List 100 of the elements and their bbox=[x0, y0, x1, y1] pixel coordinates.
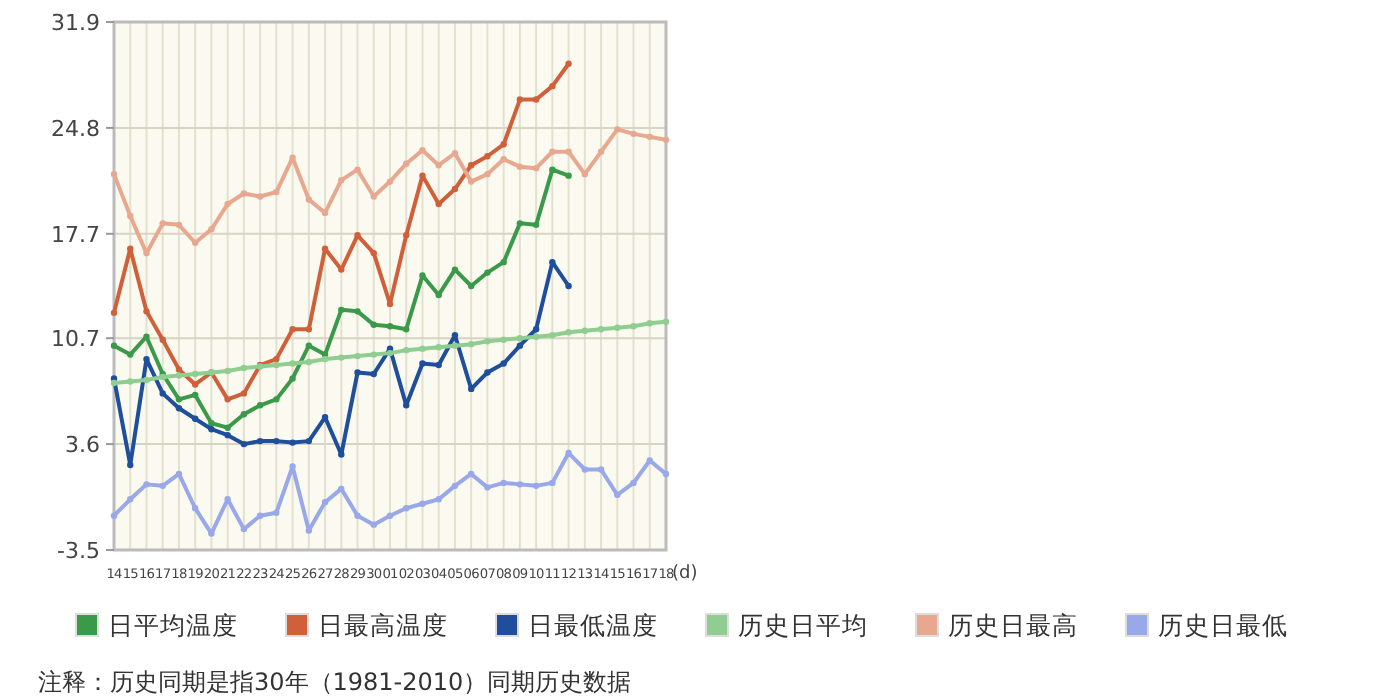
point bbox=[127, 496, 134, 503]
point bbox=[370, 370, 377, 378]
point bbox=[597, 148, 605, 155]
point bbox=[159, 336, 166, 343]
point bbox=[127, 461, 134, 469]
point bbox=[403, 160, 410, 167]
point bbox=[565, 329, 572, 336]
point bbox=[451, 342, 459, 349]
point bbox=[273, 396, 280, 403]
point bbox=[532, 164, 540, 172]
point bbox=[305, 342, 313, 349]
point bbox=[646, 133, 653, 141]
point bbox=[646, 320, 653, 327]
point bbox=[175, 405, 183, 412]
point bbox=[159, 390, 166, 397]
point bbox=[467, 161, 475, 169]
point bbox=[175, 470, 183, 478]
point bbox=[354, 352, 361, 360]
point bbox=[208, 425, 215, 433]
point bbox=[467, 470, 475, 478]
point bbox=[370, 521, 377, 528]
point bbox=[321, 245, 329, 252]
point bbox=[484, 337, 491, 345]
point bbox=[305, 358, 313, 366]
point bbox=[516, 335, 524, 342]
legend-item: 日平均温度 bbox=[75, 610, 238, 640]
point bbox=[403, 505, 410, 512]
y-tick-label: 31.9 bbox=[51, 10, 100, 36]
point bbox=[403, 326, 410, 333]
point bbox=[191, 370, 199, 378]
point bbox=[224, 367, 231, 375]
point bbox=[419, 345, 426, 352]
point bbox=[386, 512, 394, 519]
point bbox=[500, 360, 507, 367]
y-tick-label: 24.8 bbox=[51, 115, 100, 142]
point bbox=[516, 220, 524, 227]
point bbox=[662, 136, 670, 144]
point bbox=[435, 200, 442, 208]
point bbox=[175, 221, 183, 229]
point bbox=[549, 82, 556, 90]
y-tick-label: 17.7 bbox=[51, 221, 100, 248]
point bbox=[127, 351, 134, 358]
point bbox=[662, 318, 670, 325]
point bbox=[549, 332, 556, 339]
legend-item: 日最低温度 bbox=[495, 610, 658, 640]
point bbox=[403, 232, 410, 239]
point bbox=[240, 190, 248, 197]
line-series bbox=[110, 60, 572, 403]
point bbox=[224, 431, 231, 439]
point bbox=[484, 170, 491, 178]
point bbox=[451, 482, 459, 490]
point bbox=[191, 415, 199, 422]
point bbox=[338, 176, 345, 184]
point bbox=[565, 148, 572, 155]
point bbox=[549, 258, 556, 266]
point bbox=[451, 185, 459, 193]
point bbox=[240, 364, 248, 372]
legend-item: 日最高温度 bbox=[285, 610, 448, 640]
point bbox=[370, 351, 377, 358]
point bbox=[565, 60, 572, 67]
point bbox=[386, 323, 394, 330]
point bbox=[240, 440, 248, 448]
point bbox=[354, 166, 361, 173]
y-tick-label: -3.5 bbox=[57, 538, 100, 564]
point bbox=[500, 336, 507, 343]
point bbox=[516, 481, 524, 488]
point bbox=[435, 291, 442, 299]
point bbox=[224, 396, 231, 403]
point bbox=[224, 200, 231, 208]
point bbox=[191, 391, 199, 399]
point bbox=[614, 491, 621, 499]
legend-item: 历史日最低 bbox=[1125, 610, 1288, 640]
point bbox=[321, 499, 329, 506]
point bbox=[273, 355, 280, 363]
point bbox=[565, 282, 572, 290]
point bbox=[581, 466, 589, 473]
point bbox=[143, 481, 150, 488]
y-tick-label: 10.7 bbox=[51, 326, 100, 353]
point bbox=[386, 300, 394, 308]
point bbox=[110, 512, 118, 519]
point bbox=[419, 500, 426, 507]
point bbox=[110, 379, 118, 387]
point bbox=[662, 470, 670, 478]
point bbox=[484, 484, 491, 491]
y-tick-label: 3.6 bbox=[65, 432, 100, 459]
point bbox=[630, 130, 637, 138]
point bbox=[403, 346, 410, 354]
line-series bbox=[110, 258, 572, 469]
point bbox=[614, 324, 621, 331]
point bbox=[354, 512, 361, 519]
point bbox=[532, 221, 540, 229]
point bbox=[467, 178, 475, 185]
line-series bbox=[110, 126, 670, 257]
point bbox=[175, 366, 183, 373]
point bbox=[191, 381, 199, 388]
x-axis-title: (d) bbox=[672, 564, 698, 584]
point bbox=[127, 378, 134, 385]
point bbox=[256, 437, 264, 445]
point bbox=[208, 226, 215, 233]
point bbox=[435, 343, 442, 351]
